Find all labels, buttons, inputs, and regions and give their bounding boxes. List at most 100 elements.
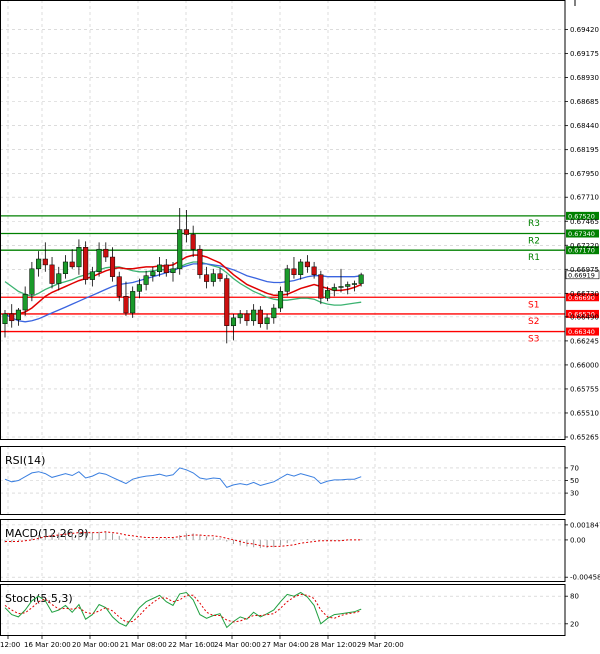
level-name-s1: S1	[528, 300, 539, 310]
level-price-label: 0.67520	[568, 212, 595, 220]
candle-body	[150, 271, 156, 276]
time-tick-label: 27 Mar 04:00	[262, 641, 309, 649]
candle-body	[331, 287, 337, 291]
price-tick-label: 0.68440	[570, 122, 599, 130]
candle-body	[257, 309, 263, 324]
candle-body	[251, 309, 257, 322]
candle-body	[351, 283, 357, 285]
candle-body	[210, 273, 216, 282]
candle-body	[345, 284, 351, 287]
stoch-signal-line	[4, 593, 362, 623]
candle-body	[318, 274, 324, 299]
candle-body	[190, 234, 196, 250]
price-tick-label: 0.65755	[570, 385, 599, 393]
macd-tick-label: 0.00	[570, 536, 586, 544]
stoch-tick-label: 80	[570, 593, 579, 601]
macd-signal-line	[5, 531, 362, 547]
candle-body	[136, 284, 142, 292]
candle-body	[325, 290, 331, 299]
candle-body	[183, 229, 189, 235]
macd-tick-label: 0.001847	[570, 521, 600, 529]
rsi-label: RSI(14)	[5, 454, 45, 467]
rsi-tick-label: 70	[570, 464, 579, 472]
main-panel-grid	[0, 0, 565, 440]
time-tick-label: 22 Mar 16:00	[168, 641, 215, 649]
candle-body	[224, 278, 230, 326]
rsi-tick-label: 50	[570, 477, 579, 485]
level-price-tag	[566, 327, 599, 336]
level-name-r2: R2	[528, 237, 540, 247]
level-price-label: 0.67340	[568, 230, 595, 238]
candle-body	[157, 264, 163, 273]
candle-body	[96, 248, 102, 273]
rsi-panel: 70 50 30 RSI(14)	[0, 446, 579, 515]
level-price-tag	[566, 293, 599, 302]
price-tick-label: 0.68195	[570, 146, 599, 154]
candle-body	[298, 261, 304, 275]
candle-body	[36, 258, 42, 270]
candle-body	[130, 291, 136, 314]
level-price-label: 0.66690	[568, 294, 595, 302]
candle-body	[177, 229, 183, 270]
price-tick-label: 0.66730	[570, 290, 599, 298]
time-axis: 12:00 16 Mar 20:00 20 Mar 00:00 21 Mar 08:0…	[0, 636, 404, 649]
candle-body	[62, 261, 69, 274]
candle-body	[338, 286, 344, 288]
price-tick-label: 0.69420	[570, 26, 599, 34]
candle-body	[116, 276, 122, 297]
candle-body	[123, 296, 129, 314]
panel-border	[0, 446, 566, 515]
current-price-label: 0.66919	[568, 271, 595, 279]
candle-body	[277, 291, 284, 309]
candle-body	[264, 317, 270, 324]
stoch-main-line	[4, 591, 362, 629]
level-name-r3: R3	[528, 219, 540, 229]
current-price-tag	[565, 270, 600, 280]
candle-body	[22, 294, 28, 311]
candle-body	[103, 248, 109, 258]
candle-body	[69, 261, 75, 268]
level-price-label: 0.66340	[568, 328, 595, 336]
price-tick-label: 0.68930	[570, 74, 599, 82]
candlesticks	[2, 208, 364, 344]
candle-body	[230, 317, 237, 326]
candle-body	[9, 313, 15, 322]
candle-body	[271, 307, 277, 319]
price-tick-label: 0.67950	[570, 170, 599, 178]
ma-green-line	[4, 261, 362, 306]
candle-body	[2, 313, 8, 324]
candle-body	[163, 264, 169, 273]
candle-body	[304, 261, 310, 268]
stoch-tick-label: 20	[570, 620, 579, 628]
level-name-s3: S3	[528, 335, 539, 345]
level-price-label: 0.67170	[568, 247, 595, 255]
rsi-tick-label: 30	[570, 490, 579, 498]
candle-body	[170, 268, 176, 273]
candle-body	[284, 268, 290, 292]
candle-body	[56, 273, 62, 284]
candle-body	[49, 264, 55, 284]
price-tick-label: 0.66490	[570, 313, 599, 321]
price-tick-label: 0.67465	[570, 218, 599, 226]
time-tick-label: 12:00	[0, 641, 20, 649]
time-tick-label: 29 Mar 20:00	[357, 641, 404, 649]
time-tick-label: 16 Mar 20:00	[24, 641, 71, 649]
price-tick-label: 0.67220	[570, 242, 599, 250]
candle-body	[143, 275, 149, 285]
time-tick-label: 28 Mar 12:00	[310, 641, 357, 649]
price-tick-label: 0.66245	[570, 337, 599, 345]
candle-body	[197, 248, 203, 275]
level-price-tag	[566, 246, 599, 255]
candle-body	[204, 274, 210, 282]
price-tick-label: 0.66975	[570, 266, 599, 274]
time-tick-label: 24 Mar 00:00	[214, 641, 261, 649]
candle-body	[15, 309, 21, 321]
candle-body	[311, 266, 317, 275]
candle-body	[76, 246, 82, 268]
level-price-tag	[566, 211, 599, 220]
candle-body	[29, 268, 35, 295]
moving-averages	[4, 254, 362, 323]
stoch-label: Stoch(5,5,3)	[5, 592, 73, 605]
time-tick-label: 21 Mar 08:00	[120, 641, 167, 649]
